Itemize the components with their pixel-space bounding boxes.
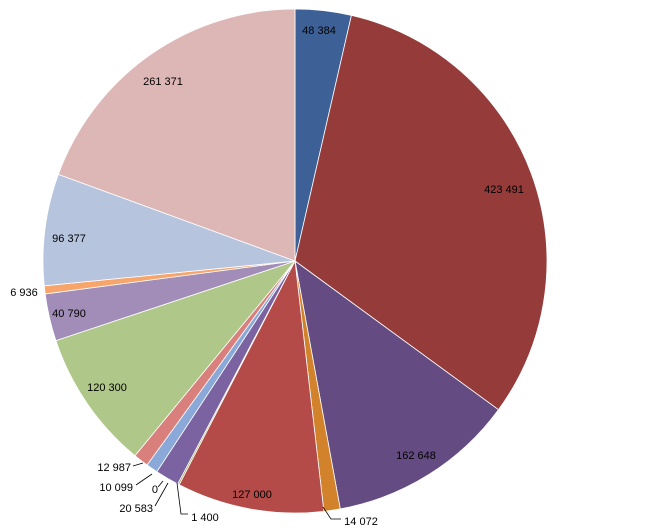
data-label-3: 14 072 bbox=[344, 516, 378, 528]
data-label-12: 6 936 bbox=[10, 287, 38, 299]
data-label-14: 261 371 bbox=[143, 76, 183, 88]
pie-slice-4 bbox=[178, 259, 325, 514]
data-label-9: 12 987 bbox=[97, 462, 131, 474]
data-label-6: 20 583 bbox=[119, 503, 153, 515]
leader-line-3 bbox=[322, 506, 341, 520]
leader-line-8 bbox=[135, 473, 153, 486]
pie-slice-1 bbox=[294, 14, 548, 411]
data-label-4: 127 000 bbox=[232, 489, 272, 501]
data-label-11: 40 790 bbox=[52, 308, 86, 320]
leader-line-5 bbox=[176, 482, 188, 515]
data-label-1: 423 491 bbox=[484, 184, 524, 196]
leader-line-9 bbox=[132, 462, 144, 467]
pie-slice-14 bbox=[57, 8, 296, 262]
data-label-8: 10 099 bbox=[99, 482, 133, 494]
data-label-7: 0 bbox=[152, 484, 158, 496]
data-label-13: 96 377 bbox=[52, 233, 86, 245]
pie-slice-10 bbox=[55, 260, 297, 457]
leader-line-6 bbox=[154, 482, 169, 507]
leader-line-7 bbox=[157, 480, 164, 488]
pie-slice-2 bbox=[294, 260, 499, 510]
data-label-2: 162 648 bbox=[396, 450, 436, 462]
pie-slice-13 bbox=[42, 173, 296, 287]
data-label-5: 1 400 bbox=[191, 512, 219, 524]
data-label-10: 120 300 bbox=[87, 382, 127, 394]
data-label-0: 48 384 bbox=[302, 25, 336, 37]
